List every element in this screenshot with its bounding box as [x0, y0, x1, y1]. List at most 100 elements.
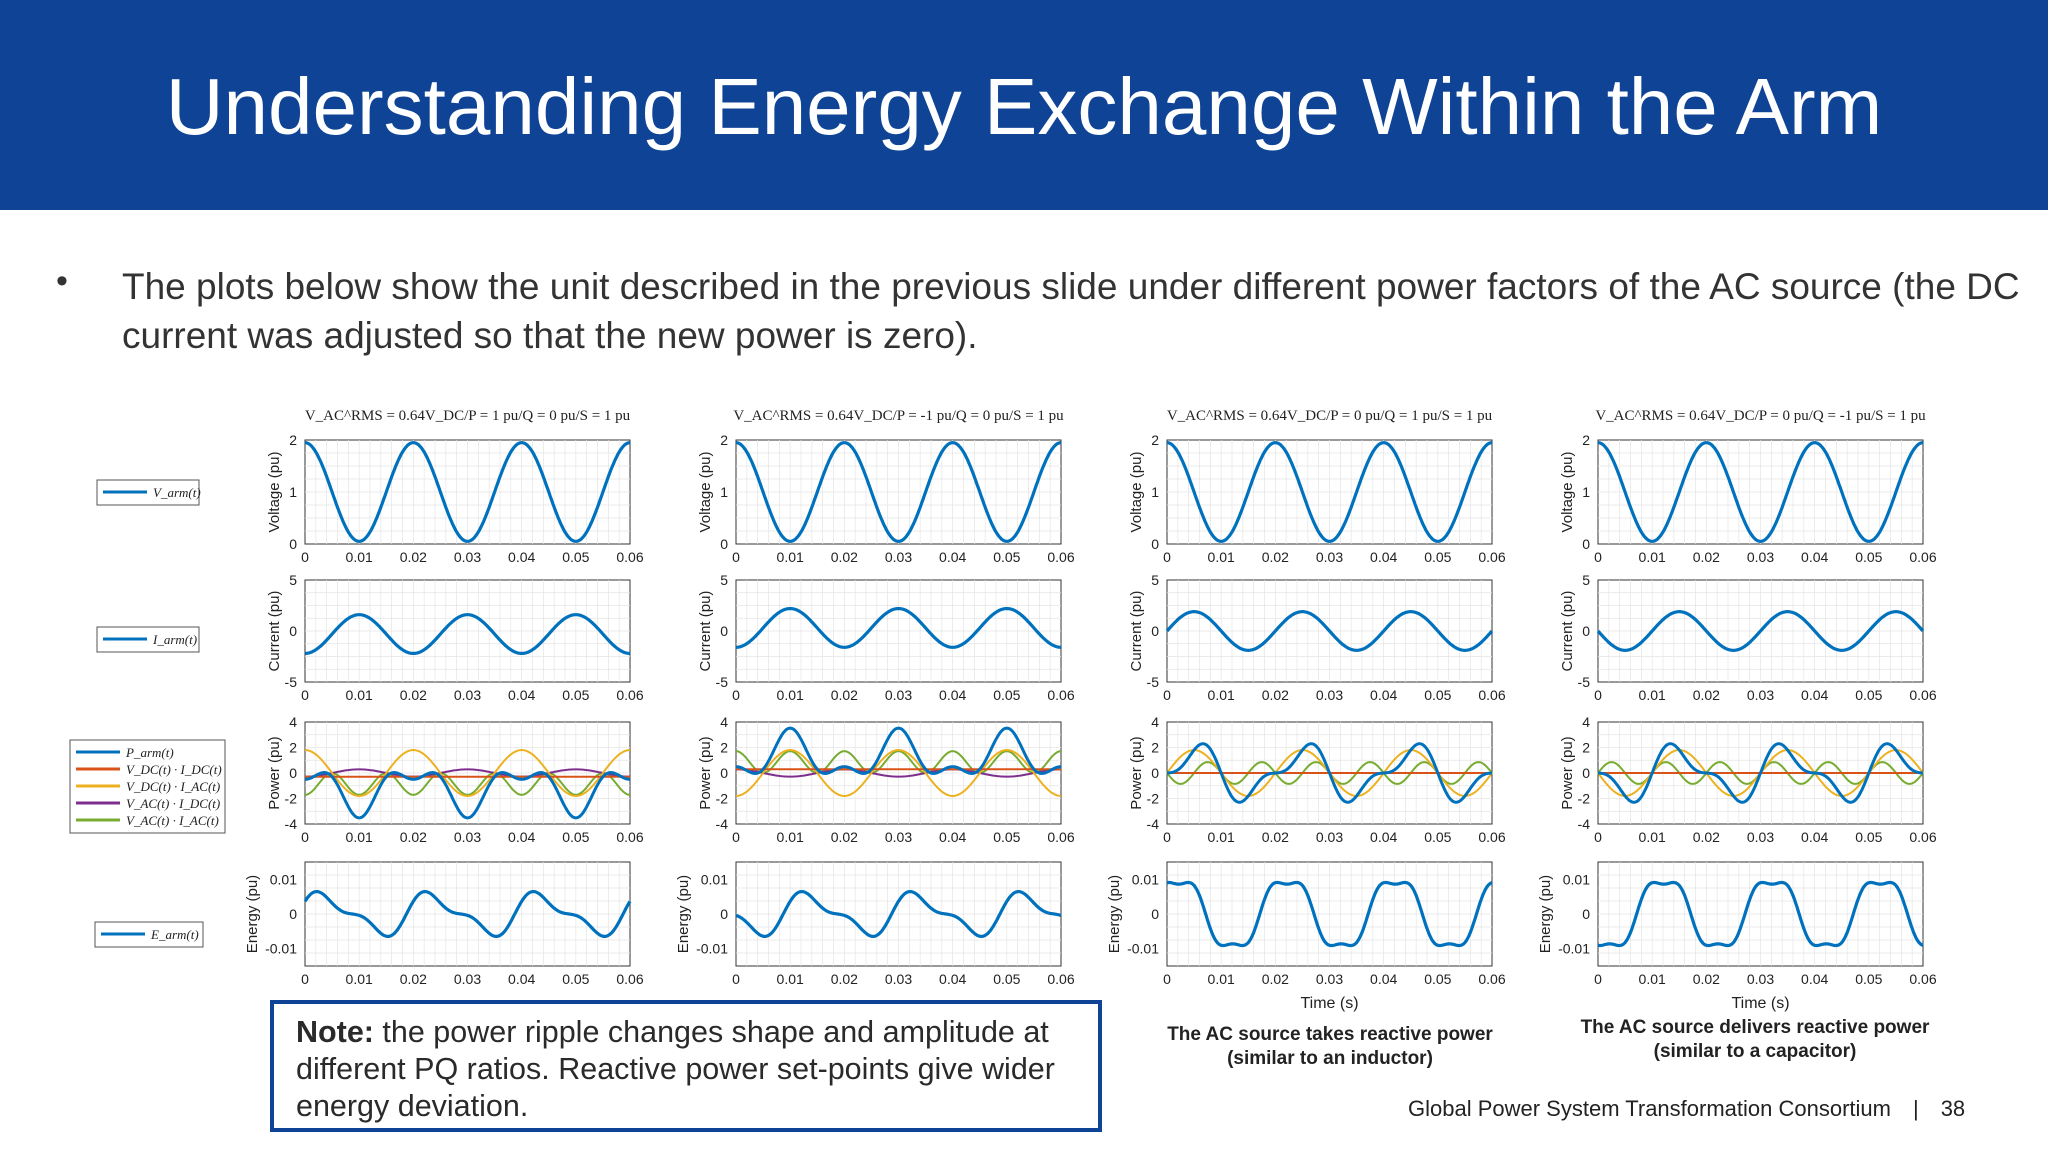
x-tick-label: 0.05: [993, 687, 1020, 703]
x-tick-label: 0.04: [508, 971, 535, 987]
y-tick-label: -0.01: [1127, 941, 1159, 957]
caption-capacitor-line1: The AC source delivers reactive power: [1580, 1017, 1930, 1038]
y-tick-label: -4: [285, 816, 298, 832]
note-text: the power ripple changes shape and ampli…: [296, 1015, 1055, 1123]
y-axis-label: Current (pu): [697, 591, 714, 672]
y-tick-label: 0: [720, 765, 728, 781]
title-bar: [0, 0, 2048, 210]
x-tick-label: 0.04: [1370, 971, 1397, 987]
x-tick-label: 0.03: [885, 687, 912, 703]
x-tick-label: 0.01: [1639, 687, 1666, 703]
y-tick-label: 2: [1151, 740, 1159, 756]
x-tick-label: 0.01: [777, 971, 804, 987]
x-tick-label: 0: [1594, 549, 1602, 565]
x-tick-label: 0.05: [562, 971, 589, 987]
x-tick-label: 0.05: [1424, 971, 1451, 987]
x-tick-label: 0: [1163, 687, 1171, 703]
y-tick-label: 0: [1151, 765, 1159, 781]
x-tick-label: 0.03: [454, 829, 481, 845]
x-tick-label: 0.04: [939, 829, 966, 845]
x-tick-label: 0.04: [1801, 549, 1828, 565]
series-line: [304, 440, 631, 544]
x-tick-label: 0.06: [1909, 829, 1936, 845]
power-series-line: [1166, 742, 1493, 804]
y-tick-label: 0: [1151, 536, 1159, 552]
y-tick-label: 0: [1151, 623, 1159, 639]
x-tick-label: 0.05: [993, 549, 1020, 565]
x-tick-label: 0.02: [400, 549, 427, 565]
x-tick-label: 0.05: [1855, 549, 1882, 565]
x-tick-label: 0.04: [1801, 971, 1828, 987]
y-axis-label: Energy (pu): [675, 875, 692, 953]
note-box: Note: the power ripple changes shape and…: [270, 1000, 1102, 1132]
x-tick-label: 0.06: [1047, 971, 1074, 987]
x-tick-label: 0.03: [454, 971, 481, 987]
y-tick-label: 1: [1582, 484, 1590, 500]
x-tick-label: 0.04: [508, 829, 535, 845]
x-tick-label: 0.01: [777, 687, 804, 703]
series-line: [303, 890, 632, 938]
series-line: [735, 440, 1062, 544]
legend-label: V_DC(t) · I_AC(t): [126, 779, 220, 794]
x-tick-label: 0.01: [346, 687, 373, 703]
x-tick-label: 0.06: [1047, 829, 1074, 845]
y-tick-label: 5: [1151, 572, 1159, 588]
x-tick-label: 0.05: [562, 549, 589, 565]
x-tick-label: 0: [1594, 829, 1602, 845]
x-tick-label: 0.04: [1801, 687, 1828, 703]
y-tick-label: -2: [716, 791, 729, 807]
y-tick-label: 4: [1582, 714, 1590, 730]
y-tick-label: 0: [289, 623, 297, 639]
y-tick-label: -4: [716, 816, 729, 832]
y-tick-label: 0: [720, 906, 728, 922]
series-line: [305, 613, 630, 655]
y-tick-label: -0.01: [1558, 941, 1590, 957]
note-label: Note:: [296, 1015, 374, 1049]
x-tick-label: 0.06: [1478, 687, 1505, 703]
x-tick-label: 0.02: [1693, 687, 1720, 703]
chart-title: V_AC^RMS = 0.64V_DC/P = -1 pu/Q = 0 pu/S…: [733, 408, 1064, 424]
x-tick-label: 0.02: [1693, 829, 1720, 845]
bullet-marker: •: [56, 262, 68, 300]
x-tick-label: 0.01: [1639, 971, 1666, 987]
y-tick-label: -5: [716, 674, 729, 690]
y-tick-label: 0.01: [701, 871, 728, 887]
footer: Global Power System Transformation Conso…: [1408, 1096, 1965, 1122]
y-axis-label: Power (pu): [1128, 736, 1145, 809]
y-tick-label: -5: [1578, 674, 1591, 690]
x-tick-label: 0.06: [1478, 549, 1505, 565]
y-axis-label: Voltage (pu): [266, 452, 283, 533]
y-tick-label: 5: [289, 572, 297, 588]
y-tick-label: 2: [1582, 432, 1590, 448]
legend-label: I_arm(t): [152, 632, 197, 647]
x-tick-label: 0.05: [1424, 829, 1451, 845]
x-tick-label: 0.01: [777, 829, 804, 845]
y-tick-label: -2: [1578, 791, 1591, 807]
x-tick-label: 0.01: [1208, 549, 1235, 565]
y-axis-label: Energy (pu): [1106, 875, 1123, 953]
x-tick-label: 0.01: [346, 829, 373, 845]
x-tick-label: 0.03: [1316, 687, 1343, 703]
y-tick-label: 0.01: [1132, 871, 1159, 887]
x-tick-label: 0.05: [993, 971, 1020, 987]
y-tick-label: 2: [289, 432, 297, 448]
y-tick-label: 5: [720, 572, 728, 588]
x-tick-label: 0.01: [346, 971, 373, 987]
chart-title: V_AC^RMS = 0.64V_DC/P = 0 pu/Q = -1 pu/S…: [1595, 408, 1926, 424]
x-tick-label: 0.06: [1478, 829, 1505, 845]
x-tick-label: 0.01: [1208, 829, 1235, 845]
y-tick-label: -4: [1147, 816, 1160, 832]
x-tick-label: 0.03: [1316, 549, 1343, 565]
legend-label: V_arm(t): [153, 485, 201, 500]
x-tick-label: 0.05: [1855, 687, 1882, 703]
y-tick-label: 0: [289, 906, 297, 922]
x-tick-label: 0.05: [1424, 549, 1451, 565]
y-tick-label: -2: [1147, 791, 1160, 807]
footer-separator: |: [1912, 1096, 1919, 1121]
x-tick-label: 0: [1163, 549, 1171, 565]
y-axis-label: Energy (pu): [1537, 875, 1554, 953]
x-tick-label: 0.06: [1909, 971, 1936, 987]
y-tick-label: 0: [1151, 906, 1159, 922]
x-tick-label: 0.04: [1370, 549, 1397, 565]
